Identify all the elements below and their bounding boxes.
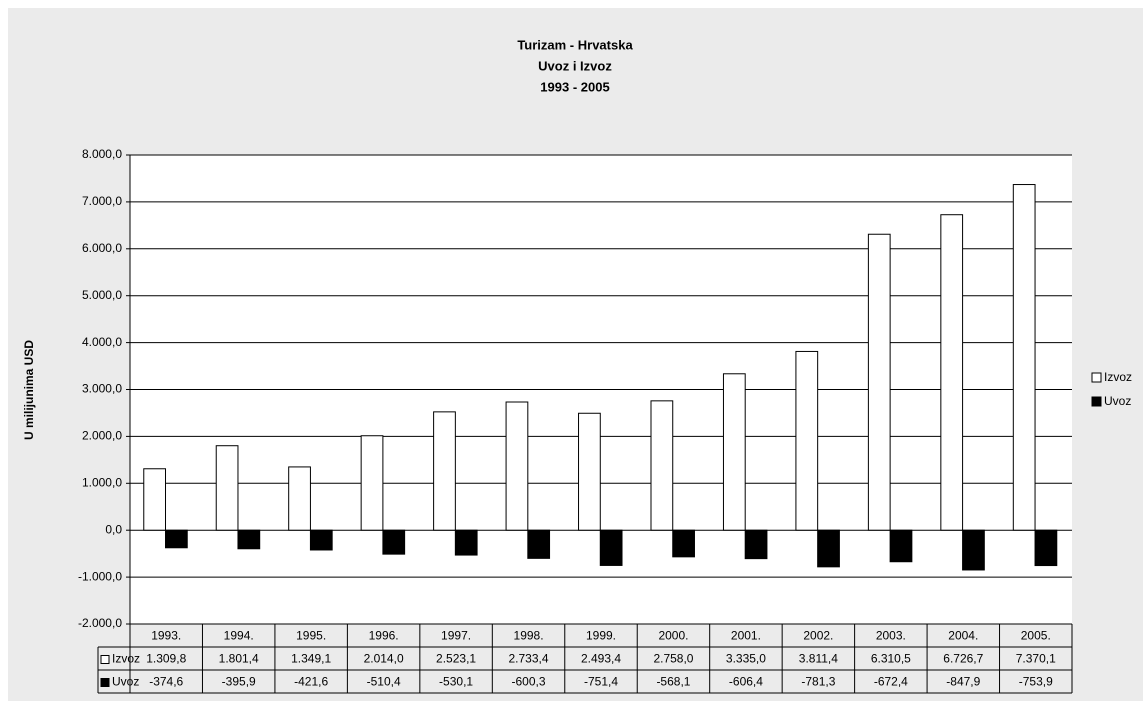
bar bbox=[360, 435, 384, 531]
x-tick-label: 2005. bbox=[1021, 629, 1051, 643]
table-value: 6.310,5 bbox=[871, 652, 911, 666]
bar bbox=[215, 445, 239, 531]
table-value: 2.523,1 bbox=[436, 652, 476, 666]
bar bbox=[454, 529, 478, 556]
x-tick-label: 1997. bbox=[441, 629, 471, 643]
table-value: -510,4 bbox=[367, 675, 401, 689]
bar bbox=[889, 529, 913, 563]
x-tick-label: 1998. bbox=[514, 629, 544, 643]
table-value: 2.493,4 bbox=[581, 652, 621, 666]
table-value: 6.726,7 bbox=[943, 652, 983, 666]
table-value: 7.370,1 bbox=[1016, 652, 1056, 666]
legend-key bbox=[100, 655, 110, 664]
bar bbox=[1034, 529, 1058, 567]
table-value: -781,3 bbox=[801, 675, 835, 689]
table-value: -751,4 bbox=[584, 675, 618, 689]
chart-title: Uvoz i Izvoz bbox=[538, 58, 612, 73]
x-tick-label: 1993. bbox=[151, 629, 181, 643]
y-tick-label: 5.000,0 bbox=[82, 288, 122, 302]
bar bbox=[237, 529, 261, 550]
table-value: 1.309,8 bbox=[146, 652, 186, 666]
x-tick-label: 2002. bbox=[803, 629, 833, 643]
bar bbox=[382, 529, 406, 555]
bar bbox=[1012, 184, 1036, 531]
bar bbox=[962, 529, 985, 571]
y-tick-label: 6.000,0 bbox=[82, 241, 122, 255]
table-value: 1.801,4 bbox=[219, 652, 259, 666]
y-tick-label: 4.000,0 bbox=[82, 335, 122, 349]
bar bbox=[505, 401, 529, 531]
bar bbox=[744, 529, 768, 560]
y-axis-title: U milijunima USD bbox=[22, 340, 36, 440]
x-tick-label: 2000. bbox=[658, 629, 688, 643]
x-tick-label: 2001. bbox=[731, 629, 761, 643]
chart-title: 1993 - 2005 bbox=[540, 79, 609, 94]
bar bbox=[795, 350, 819, 531]
bar bbox=[433, 411, 456, 531]
bar bbox=[309, 529, 333, 551]
table-value: 3.811,4 bbox=[799, 652, 838, 666]
x-tick-label: 2004. bbox=[948, 629, 978, 643]
y-tick-label: 2.000,0 bbox=[82, 429, 122, 443]
y-tick-label: 0,0 bbox=[105, 522, 122, 536]
legend-label: Uvoz bbox=[1104, 394, 1131, 408]
y-tick-label: 7.000,0 bbox=[82, 194, 122, 208]
table-value: 3.335,0 bbox=[726, 652, 766, 666]
legend-key bbox=[1091, 372, 1102, 383]
table-value: 2.014,0 bbox=[364, 652, 404, 666]
chart-title: Turizam - Hrvatska bbox=[517, 37, 633, 52]
table-value: 2.758,0 bbox=[653, 652, 693, 666]
bar bbox=[672, 529, 695, 558]
bar bbox=[288, 466, 311, 531]
table-value: 2.733,4 bbox=[509, 652, 549, 666]
x-tick-label: 1999. bbox=[586, 629, 616, 643]
table-value: -568,1 bbox=[656, 675, 690, 689]
table-value: -606,4 bbox=[729, 675, 763, 689]
bar bbox=[578, 412, 601, 531]
bar bbox=[165, 529, 188, 549]
legend-key bbox=[1091, 396, 1102, 407]
legend-label: Izvoz bbox=[1104, 370, 1132, 384]
table-value: -600,3 bbox=[512, 675, 546, 689]
table-value: -395,9 bbox=[222, 675, 256, 689]
table-value: 1.349,1 bbox=[291, 652, 331, 666]
bar bbox=[722, 373, 746, 531]
y-tick-label: -2.000,0 bbox=[78, 616, 122, 630]
y-tick-label: 3.000,0 bbox=[82, 382, 122, 396]
table-value: -753,9 bbox=[1019, 675, 1053, 689]
bar bbox=[143, 468, 167, 531]
table-value: -847,9 bbox=[946, 675, 980, 689]
table-row-header: Izvoz bbox=[112, 652, 140, 666]
y-tick-label: -1.000,0 bbox=[78, 569, 122, 583]
bar bbox=[940, 214, 964, 531]
table-value: -421,6 bbox=[294, 675, 328, 689]
x-tick-label: 1996. bbox=[369, 629, 399, 643]
x-tick-label: 2003. bbox=[876, 629, 906, 643]
bar bbox=[599, 529, 623, 566]
table-value: -530,1 bbox=[439, 675, 473, 689]
bar bbox=[650, 400, 674, 531]
y-tick-label: 8.000,0 bbox=[82, 147, 122, 161]
y-tick-label: 1.000,0 bbox=[82, 475, 122, 489]
bar bbox=[817, 529, 840, 568]
table-row-header: Uvoz bbox=[112, 675, 139, 689]
table-value: -374,6 bbox=[149, 675, 183, 689]
bar bbox=[867, 233, 891, 531]
x-tick-label: 1994. bbox=[224, 629, 254, 643]
legend-key bbox=[100, 678, 110, 687]
x-tick-label: 1995. bbox=[296, 629, 326, 643]
table-value: -672,4 bbox=[874, 675, 908, 689]
bar bbox=[527, 529, 551, 559]
